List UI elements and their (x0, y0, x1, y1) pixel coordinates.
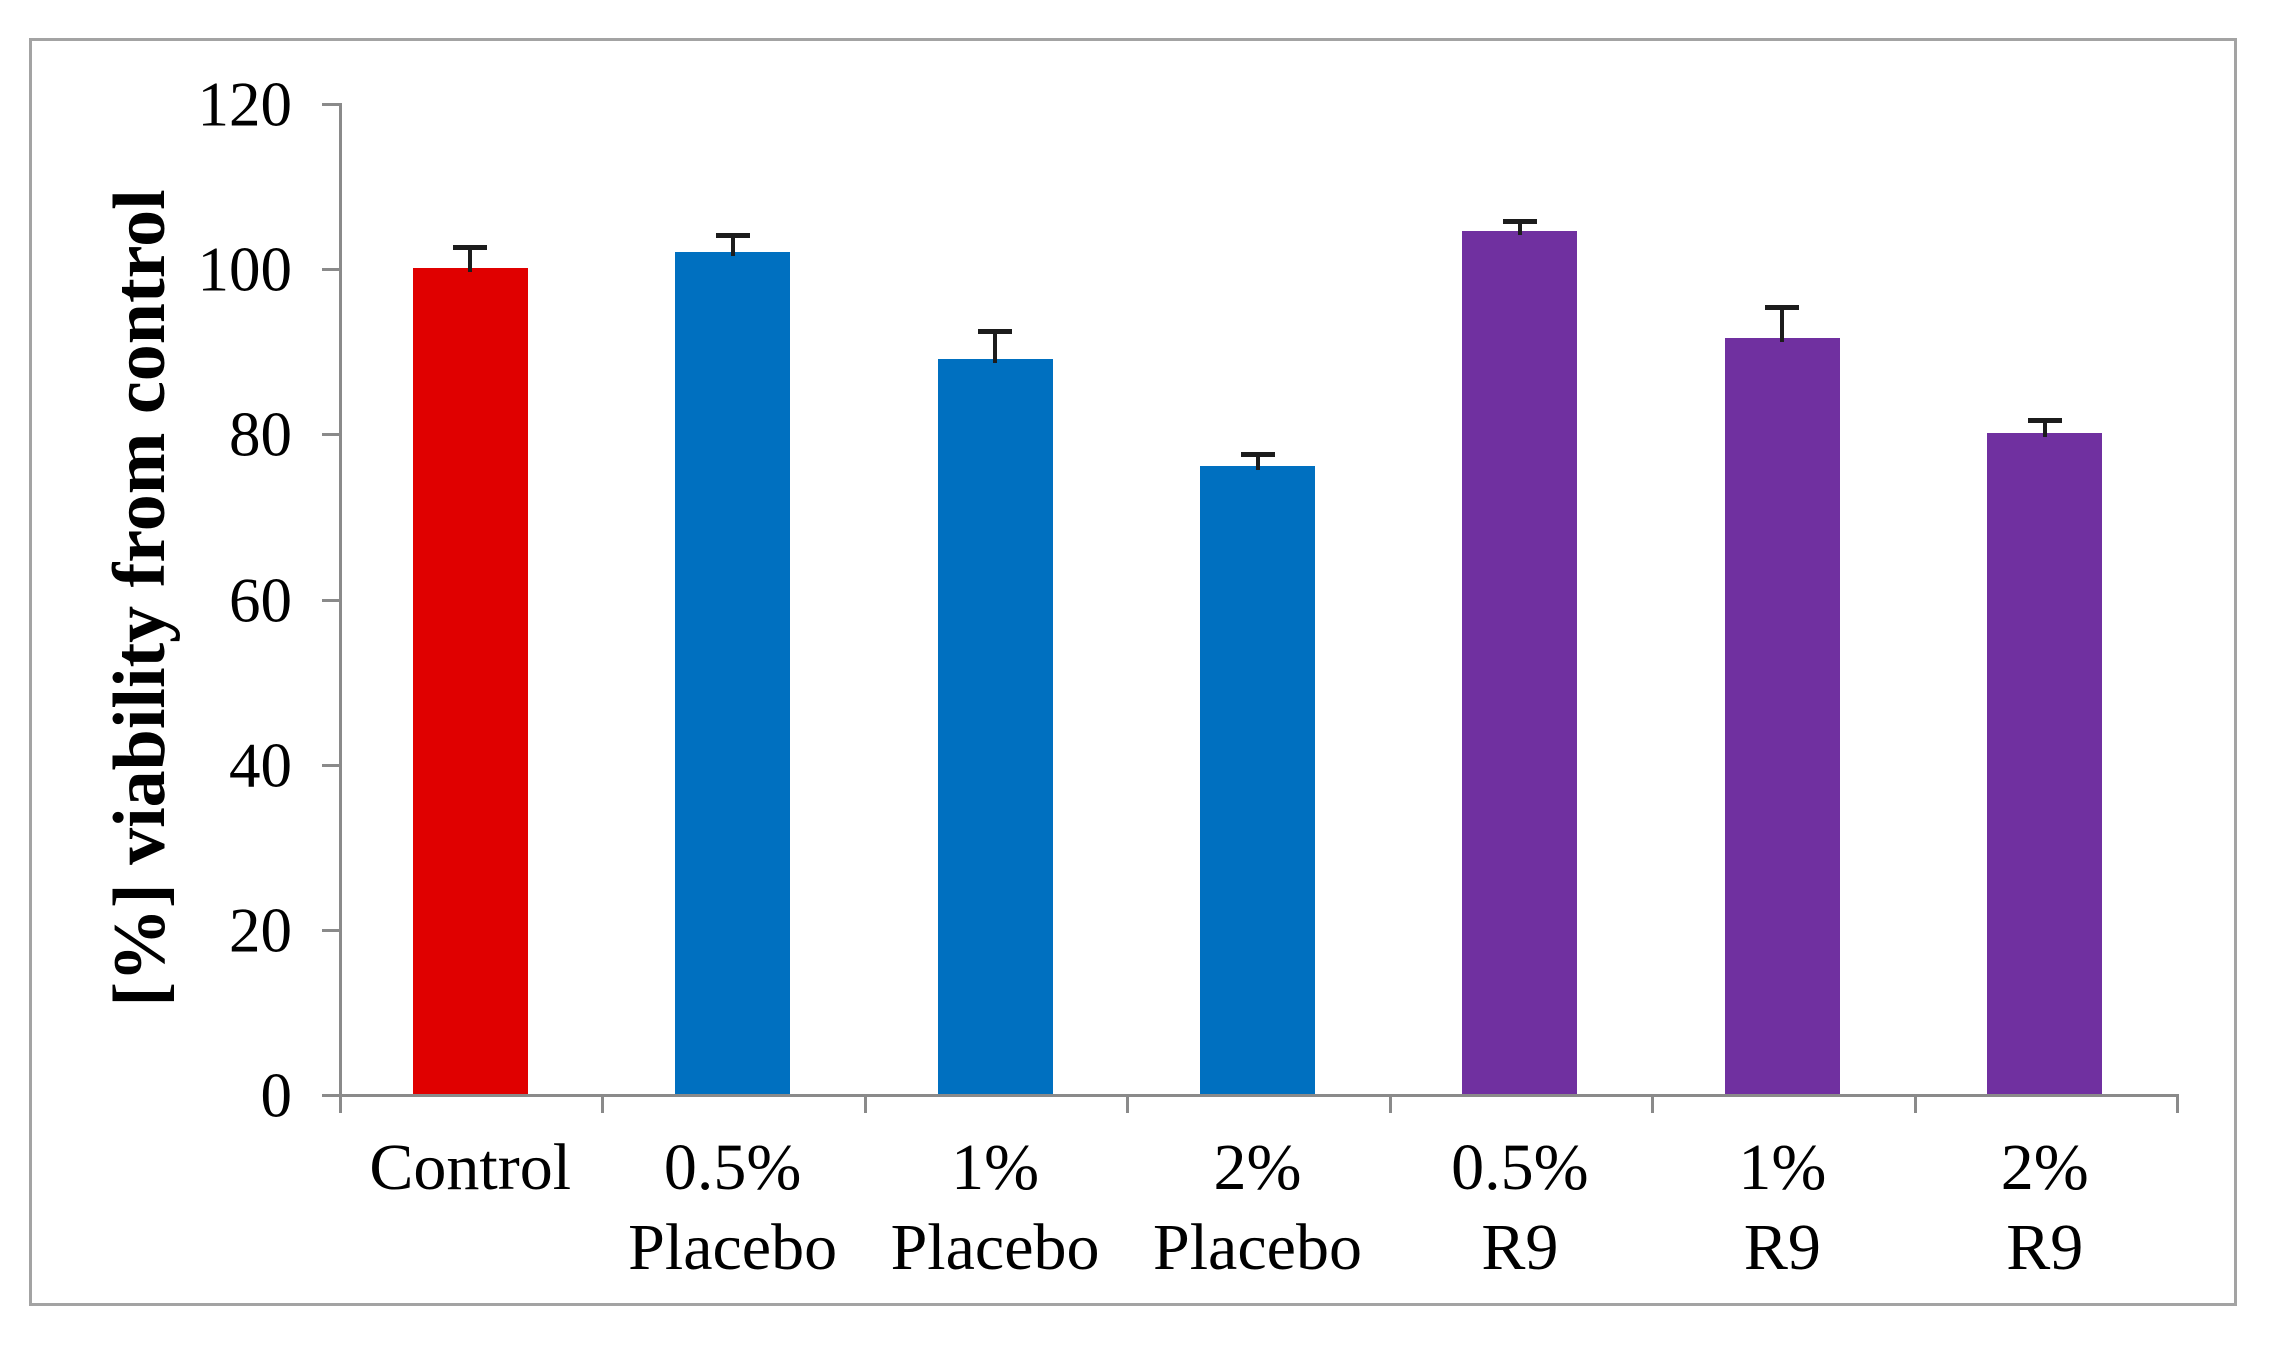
x-tick (1651, 1094, 1655, 1113)
y-tick-label: 0 (260, 1060, 293, 1131)
chart-frame (29, 38, 2237, 1306)
error-bar-line (1780, 305, 1785, 343)
error-bar-cap (453, 245, 488, 251)
x-category-label-line: Control (369, 1131, 572, 1204)
x-category-label-line: R9 (1481, 1211, 1559, 1284)
error-bar-line (1255, 452, 1260, 471)
y-tick-label: 120 (197, 69, 293, 140)
error-bar-line (730, 233, 735, 256)
error-bar-cap (978, 329, 1013, 335)
y-tick-label: 20 (229, 895, 292, 966)
x-category-label: 0.5% R9 (1389, 1128, 1651, 1288)
x-category-label-line: Placebo (1153, 1211, 1362, 1284)
y-tick (322, 1094, 339, 1097)
x-category-label: 1% Placebo (864, 1128, 1126, 1288)
bar-0.5r9 (1462, 231, 1578, 1094)
x-category-label-line: R9 (1743, 1211, 1821, 1284)
y-tick (322, 103, 339, 106)
y-tick (322, 763, 339, 767)
x-category-label: 1% R9 (1651, 1128, 1913, 1288)
x-category-label-line: Placebo (628, 1211, 838, 1284)
y-tick-label: 100 (197, 234, 293, 305)
y-tick-label: 80 (229, 399, 292, 470)
bar-1r9 (1724, 338, 1840, 1094)
bar-0.5placebo (675, 251, 791, 1094)
y-tick-label: 60 (229, 565, 292, 635)
x-category-label-line: R9 (2006, 1211, 2084, 1284)
x-tick (1913, 1094, 1917, 1113)
x-category-label-line: 0.5% (1451, 1131, 1589, 1204)
error-bar-line (468, 245, 473, 273)
x-category-label-line: 0.5% (663, 1131, 802, 1204)
error-bar-line (993, 329, 998, 363)
x-tick (339, 1094, 342, 1113)
bar-control (412, 268, 528, 1094)
bar-1placebo (937, 359, 1053, 1094)
x-axis-line (339, 1094, 2179, 1097)
y-tick (322, 598, 339, 602)
x-category-label: 0.5% Placebo (601, 1128, 863, 1288)
error-bar-cap (1765, 305, 1800, 311)
x-category-label: 2% Placebo (1126, 1128, 1388, 1288)
x-category-label: Control (339, 1128, 601, 1208)
x-category-label-line: 2% (2000, 1131, 2089, 1204)
x-tick (1388, 1094, 1392, 1113)
y-tick (322, 928, 339, 932)
y-tick (322, 268, 339, 272)
x-tick (1126, 1094, 1130, 1113)
x-category-label-line: 1% (1738, 1131, 1827, 1204)
error-bar-cap (715, 233, 750, 239)
x-tick (863, 1094, 867, 1113)
bar-2r9 (1987, 433, 2103, 1094)
error-bar-cap (1240, 452, 1275, 458)
x-category-label: 2% R9 (1914, 1128, 2176, 1288)
x-category-label-line: Placebo (890, 1211, 1100, 1284)
x-category-label-line: 2% (1213, 1131, 1302, 1204)
y-tick (322, 433, 339, 437)
y-axis-line (339, 103, 342, 1110)
error-bar-cap (2027, 418, 2062, 424)
error-bar-line (2042, 418, 2047, 438)
x-tick (2176, 1094, 2179, 1113)
x-category-label-line: 1% (951, 1131, 1040, 1204)
bar-2placebo (1200, 466, 1315, 1094)
y-tick-label: 40 (229, 730, 292, 801)
error-bar-cap (1502, 218, 1537, 224)
error-bar-line (1517, 218, 1522, 235)
x-tick (601, 1094, 605, 1113)
